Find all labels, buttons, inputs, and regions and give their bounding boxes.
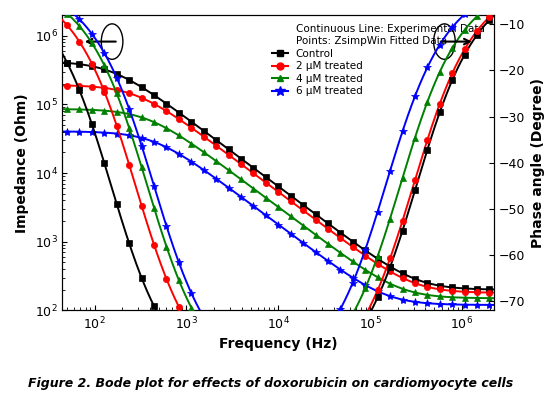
Legend: Continuous Line: Experimental Data
Points: ZsimpWin Fitted Data, Control, 2 μM t: Continuous Line: Experimental Data Point… [268, 20, 489, 100]
Y-axis label: Impedance (Ohm): Impedance (Ohm) [15, 93, 29, 232]
X-axis label: Frequency (Hz): Frequency (Hz) [219, 337, 338, 351]
Y-axis label: Phase angle (Degree): Phase angle (Degree) [531, 78, 545, 248]
Text: Figure 2. Bode plot for effects of doxorubicin on cardiomyocyte cells: Figure 2. Bode plot for effects of doxor… [28, 377, 514, 390]
